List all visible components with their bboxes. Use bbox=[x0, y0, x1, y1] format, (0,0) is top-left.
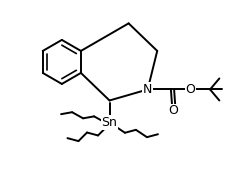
Text: O: O bbox=[185, 83, 195, 96]
Text: Sn: Sn bbox=[102, 116, 117, 129]
Text: O: O bbox=[169, 105, 179, 117]
Text: N: N bbox=[143, 83, 152, 96]
